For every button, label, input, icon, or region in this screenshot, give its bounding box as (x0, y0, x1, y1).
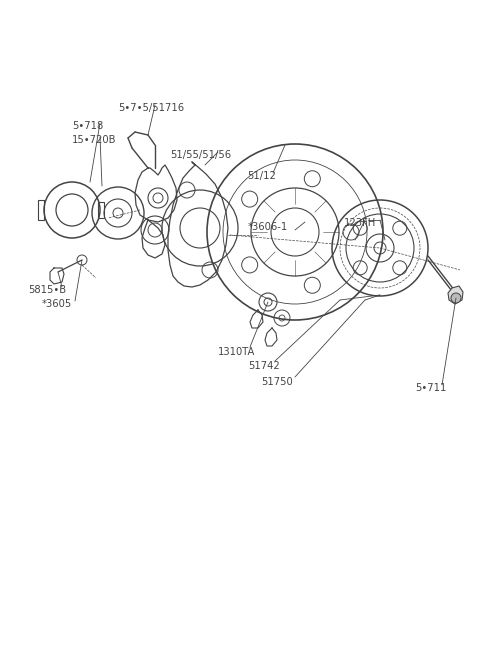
Text: 5•718: 5•718 (72, 121, 103, 131)
Text: *3606-1: *3606-1 (248, 222, 288, 232)
Text: 51742: 51742 (248, 361, 280, 371)
Polygon shape (448, 286, 463, 304)
Text: 1310TA: 1310TA (218, 347, 255, 357)
Text: 5•711: 5•711 (415, 383, 446, 393)
Circle shape (451, 293, 461, 303)
Text: 5815•B: 5815•B (28, 285, 66, 295)
Text: 51/12: 51/12 (247, 171, 276, 181)
Text: 51750: 51750 (261, 377, 293, 387)
Text: 5•7•5/51716: 5•7•5/51716 (118, 103, 184, 113)
Text: 15•720B: 15•720B (72, 135, 117, 145)
Text: 51/55/51/56: 51/55/51/56 (170, 150, 231, 160)
Text: *3605: *3605 (42, 299, 72, 309)
Text: 123FH: 123FH (344, 218, 376, 228)
